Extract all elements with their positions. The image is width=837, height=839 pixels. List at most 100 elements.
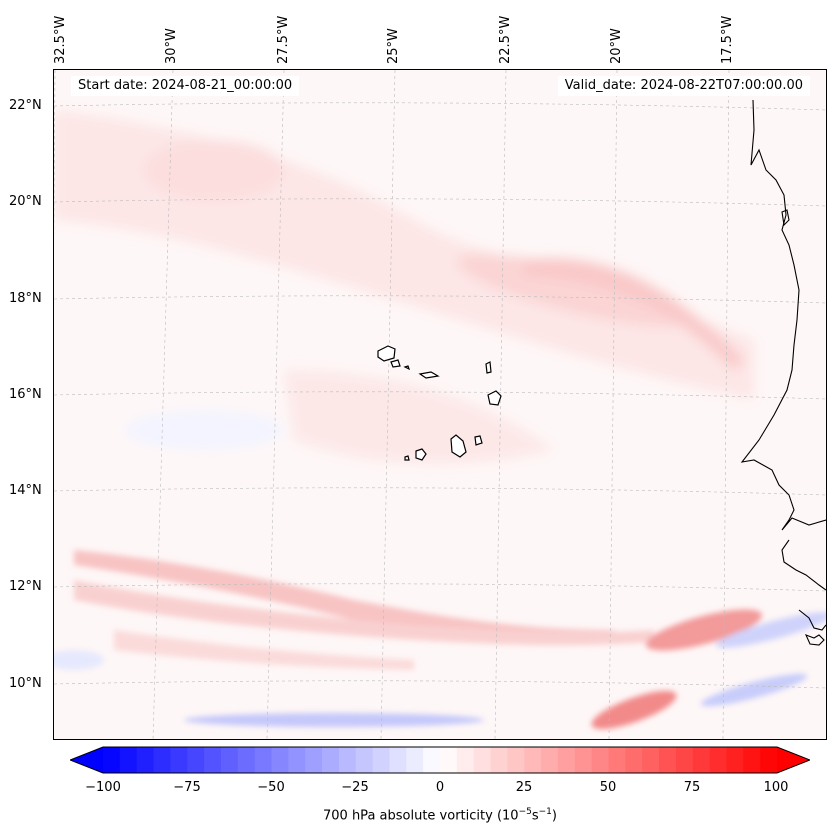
colorbar-segment xyxy=(743,747,761,773)
colorbar-segment xyxy=(187,747,205,773)
colorbar-tick-neg75: −75 xyxy=(173,780,201,795)
map-panel[interactable] xyxy=(53,69,827,740)
colorbar-segment xyxy=(237,747,256,773)
parallel-14n xyxy=(54,487,826,496)
colorbar-segment xyxy=(608,747,626,773)
island-fogo xyxy=(415,448,427,461)
valid-date-label: Valid_date: 2024-08-22T07:00:00.00 xyxy=(557,76,810,96)
guinea-coast xyxy=(798,609,826,631)
cape-verde-islands xyxy=(377,345,502,461)
colorbar-segment xyxy=(473,747,492,773)
colorbar-segment xyxy=(288,747,306,773)
colorbar-segment xyxy=(507,747,525,773)
colorbar-segment xyxy=(524,747,542,773)
colorbar-segment xyxy=(625,747,643,773)
negative-blob-sw xyxy=(54,650,104,670)
lon-label-25w: 25°W xyxy=(386,28,401,64)
negative-band-se2 xyxy=(700,673,808,707)
colorbar-tick-0: 0 xyxy=(435,780,445,795)
lon-label-20w: 20°W xyxy=(609,28,624,64)
island-sao-vicente xyxy=(390,359,401,368)
coastline xyxy=(740,99,826,646)
positive-band-11n xyxy=(74,580,654,646)
bissagos-islands xyxy=(804,634,825,646)
southern-bands xyxy=(54,550,826,730)
island-santa-luzia xyxy=(403,365,411,371)
positive-band-12n xyxy=(74,550,614,643)
colorbar-tick-100: 100 xyxy=(763,780,789,795)
colorbar-tick-neg100: −100 xyxy=(85,780,121,795)
parallel-22n xyxy=(54,102,826,111)
colorbar-segment xyxy=(389,747,407,773)
island-brava xyxy=(404,455,410,461)
lon-label-22-5w: 22.5°W xyxy=(498,15,513,64)
colorbar-segment xyxy=(642,747,660,773)
colorbar-segment xyxy=(574,747,593,773)
colorbar-segments xyxy=(70,747,810,773)
colorbar-segment xyxy=(709,747,727,773)
positive-strong-s xyxy=(591,690,677,730)
banc-arguin-island xyxy=(781,209,790,227)
colorbar-segment xyxy=(305,747,323,773)
colorbar-extend-max xyxy=(777,747,810,773)
lat-label-14n: 14°N xyxy=(9,483,42,498)
colorbar-segment xyxy=(423,747,441,773)
colorbar-tick-75: 75 xyxy=(683,780,701,795)
island-santiago xyxy=(450,434,467,458)
colorbar-segment xyxy=(372,747,390,773)
colorbar-segment xyxy=(103,747,121,773)
colorbar-segment xyxy=(591,747,609,773)
colorbar-segment xyxy=(692,747,711,773)
lon-label-30w: 30°W xyxy=(164,28,179,64)
island-maio xyxy=(474,435,483,446)
parallel-12n xyxy=(54,583,826,592)
lat-label-20n: 20°N xyxy=(9,194,42,209)
colorbar-extend-min xyxy=(70,747,103,773)
positive-band-ne-arc xyxy=(524,258,744,370)
colorbar-label: 700 hPa absolute vorticity (10−5s−1) xyxy=(323,807,557,824)
colorbar-segment xyxy=(153,747,171,773)
negative-blob-west xyxy=(124,410,284,450)
lon-label-27-5w: 27.5°W xyxy=(276,15,291,64)
africa-coastline xyxy=(740,99,826,531)
colorbar-segment xyxy=(406,747,424,773)
colorbar-segment xyxy=(254,747,272,773)
negative-band-se xyxy=(715,612,826,648)
positive-band-10-5n xyxy=(114,630,414,670)
colorbar-segment xyxy=(541,747,559,773)
lat-label-18n: 18°N xyxy=(9,291,42,306)
colorbar-segment xyxy=(322,747,340,773)
colorbar-segment xyxy=(726,747,744,773)
colorbar-segment xyxy=(760,747,778,773)
lat-label-16n: 16°N xyxy=(9,387,42,402)
gridlines xyxy=(54,70,826,739)
lat-label-22n: 22°N xyxy=(9,98,42,113)
colorbar-segment xyxy=(136,747,155,773)
vorticity-map xyxy=(54,70,826,739)
colorbar-segment xyxy=(170,747,188,773)
island-boa-vista xyxy=(487,390,502,406)
island-sao-nicolau xyxy=(418,371,440,379)
lat-label-10n: 10°N xyxy=(9,676,42,691)
vorticity-shading xyxy=(54,110,754,464)
colorbar-segment xyxy=(119,747,138,773)
parallel-20n xyxy=(54,198,826,207)
positive-blob-ne xyxy=(457,253,691,327)
colorbar-tick-25: 25 xyxy=(515,780,533,795)
parallel-10n xyxy=(54,680,826,689)
colorbar-segment xyxy=(440,747,458,773)
lon-label-17-5w: 17.5°W xyxy=(720,15,735,64)
colorbar-segment xyxy=(659,747,677,773)
colorbar-segment xyxy=(675,747,694,773)
island-santo-antao xyxy=(377,345,396,362)
colorbar-segment xyxy=(271,747,289,773)
lon-label-32-5w: 32.5°W xyxy=(53,15,68,64)
colorbar-segment xyxy=(490,747,508,773)
parallel-16n xyxy=(54,391,826,400)
parallel-18n xyxy=(54,295,826,304)
colorbar-outline xyxy=(70,746,810,774)
colorbar-tick-50: 50 xyxy=(599,780,617,795)
colorbar-segment xyxy=(338,747,357,773)
positive-blob-nw xyxy=(144,140,284,200)
start-date-label: Start date: 2024-08-21_00:00:00 xyxy=(71,76,300,96)
